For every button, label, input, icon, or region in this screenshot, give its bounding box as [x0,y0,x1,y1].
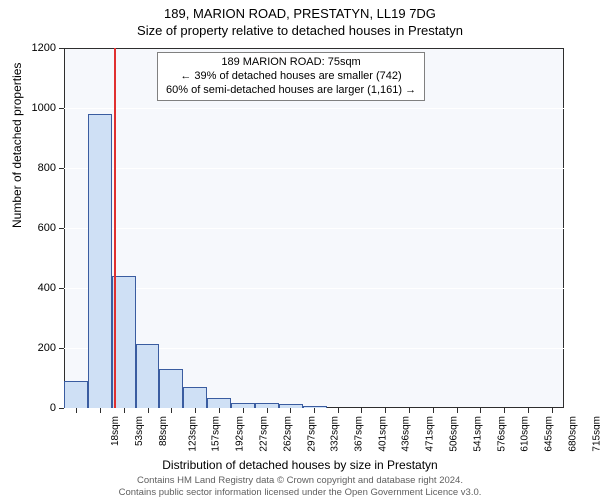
x-tick-label: 123sqm [187,416,198,452]
x-tick-label: 576sqm [496,416,507,452]
y-tick-label: 400 [6,282,56,294]
histogram-bar [159,369,183,408]
annotation-box: 189 MARION ROAD: 75sqm ← 39% of detached… [157,52,425,101]
x-tick-label: 18sqm [110,416,121,446]
annotation-line1: 189 MARION ROAD: 75sqm [166,56,416,70]
x-tick-label: 157sqm [211,416,222,452]
x-tick-label: 262sqm [282,416,293,452]
x-tick-label: 715sqm [591,416,600,452]
y-tick-label: 200 [6,342,56,354]
x-tick-label: 645sqm [544,416,555,452]
histogram-bar [207,398,231,409]
histogram-bar [64,381,88,408]
x-tick-label: 367sqm [354,416,365,452]
x-tick-label: 53sqm [134,416,145,446]
histogram-bar [88,114,112,408]
x-tick-label: 541sqm [473,416,484,452]
chart: 020040060080010001200 18sqm53sqm88sqm123… [64,48,564,408]
x-tick-label: 297sqm [306,416,317,452]
footer: Contains HM Land Registry data © Crown c… [0,475,600,498]
x-axis-label: Distribution of detached houses by size … [0,458,600,472]
histogram-bar [136,344,160,409]
x-tick-label: 332sqm [330,416,341,452]
y-axis-label: Number of detached properties [10,63,24,228]
x-tick-label: 680sqm [567,416,578,452]
x-tick-label: 436sqm [401,416,412,452]
x-tick-label: 88sqm [158,416,169,446]
x-tick-label: 610sqm [520,416,531,452]
y-tick-label: 0 [6,402,56,414]
page-subtitle: Size of property relative to detached ho… [0,23,600,38]
reference-line [114,48,116,408]
x-tick-label: 401sqm [377,416,388,452]
bars [64,48,564,408]
x-tick-label: 506sqm [449,416,460,452]
footer-line1: Contains HM Land Registry data © Crown c… [0,475,600,486]
histogram-bar [183,387,207,408]
x-tick-label: 227sqm [258,416,269,452]
page-title: 189, MARION ROAD, PRESTATYN, LL19 7DG [0,6,600,21]
y-tick-label: 1200 [6,42,56,54]
annotation-line3: 60% of semi-detached houses are larger (… [166,84,416,98]
annotation-line2: ← 39% of detached houses are smaller (74… [166,70,416,84]
x-tick-label: 471sqm [425,416,436,452]
x-tick-label: 192sqm [235,416,246,452]
footer-line2: Contains public sector information licen… [0,487,600,498]
